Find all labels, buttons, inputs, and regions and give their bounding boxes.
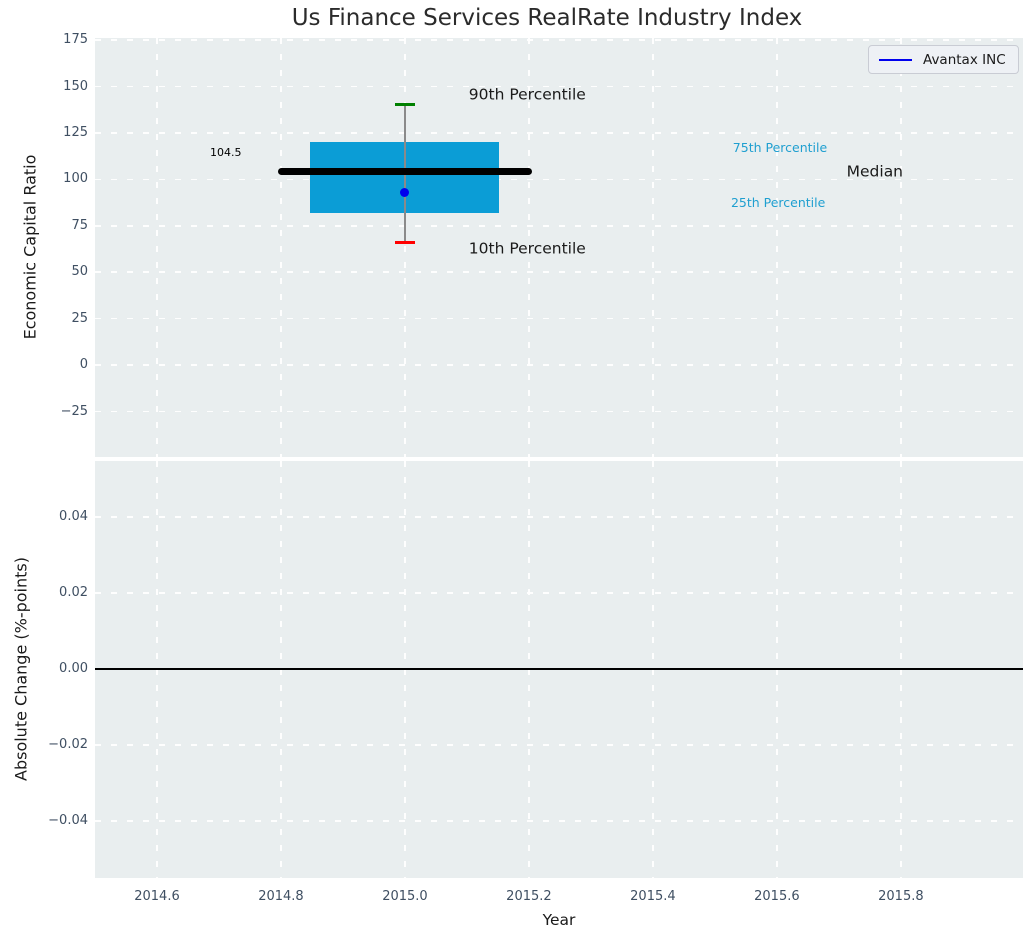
y-tick-label: −25 [60, 403, 88, 419]
x-tick-label: 2014.8 [258, 889, 304, 904]
grid-line-horizontal [95, 744, 1023, 746]
grid-line-horizontal [95, 39, 1023, 42]
x-tick-label: 2015.2 [506, 889, 552, 904]
grid-line-vertical [776, 38, 778, 457]
x-tick-label: 2015.6 [754, 889, 800, 904]
cap-90th-percentile [394, 102, 416, 106]
x-axis-label: Year [542, 911, 576, 929]
grid-line-horizontal [95, 85, 1023, 88]
annotation-75th-percentile: 75th Percentile [732, 140, 828, 156]
top-plot-area: Avantax INC 90th Percentile 10th Percenti… [95, 38, 1023, 457]
grid-line-vertical [528, 38, 530, 457]
x-tick-label: 2015.4 [630, 889, 676, 904]
grid-line-horizontal [95, 410, 1023, 413]
y-tick-label: 75 [71, 217, 88, 233]
x-tick-label: 2015.0 [382, 889, 428, 904]
y-tick-label: −0.04 [48, 812, 88, 828]
grid-line-vertical [404, 38, 406, 457]
grid-line-vertical [900, 38, 902, 457]
annotation-median-value: 104.5 [210, 146, 242, 160]
legend: Avantax INC [868, 45, 1019, 74]
value-marker [400, 187, 410, 197]
x-tick-label: 2015.8 [878, 889, 924, 904]
grid-line-horizontal [95, 178, 1023, 181]
y-tick-label: 25 [71, 310, 88, 326]
annotation-25th-percentile: 25th Percentile [730, 194, 826, 210]
median-line [277, 167, 533, 175]
bottom-plot-area [95, 461, 1023, 878]
annotation-median-label: Median [846, 162, 904, 181]
annotation-10th-percentile: 10th Percentile [468, 239, 586, 258]
y-tick-label: 0.04 [59, 508, 88, 524]
y-tick-label: 0.02 [59, 584, 88, 600]
y-tick-label: 125 [63, 125, 88, 141]
y-tick-label: 50 [71, 264, 88, 280]
grid-line-vertical [280, 38, 282, 457]
grid-line-vertical [652, 38, 654, 457]
legend-label: Avantax INC [923, 51, 1006, 68]
y-tick-label: 150 [63, 78, 88, 94]
grid-line-horizontal [95, 592, 1023, 594]
grid-line-horizontal [95, 516, 1023, 518]
cap-10th-percentile [394, 241, 416, 244]
grid-line-horizontal [95, 225, 1023, 227]
grid-line-horizontal [95, 132, 1023, 134]
chart-title: Us Finance Services RealRate Industry In… [291, 5, 803, 31]
y-tick-label: 100 [63, 171, 88, 187]
y-tick-label: −0.02 [48, 736, 88, 752]
annotation-90th-percentile: 90th Percentile [468, 85, 586, 104]
y-tick-label: 175 [63, 32, 88, 48]
legend-line-swatch [879, 58, 912, 61]
x-tick-label: 2014.6 [134, 889, 180, 904]
grid-line-horizontal [95, 317, 1023, 320]
grid-line-horizontal [95, 820, 1023, 822]
grid-line-vertical [156, 38, 158, 457]
grid-line-horizontal [95, 364, 1023, 366]
grid-line-horizontal [95, 271, 1023, 274]
y-tick-label: 0.00 [59, 660, 88, 676]
zero-line [95, 668, 1023, 670]
y-tick-label: 0 [79, 357, 88, 373]
